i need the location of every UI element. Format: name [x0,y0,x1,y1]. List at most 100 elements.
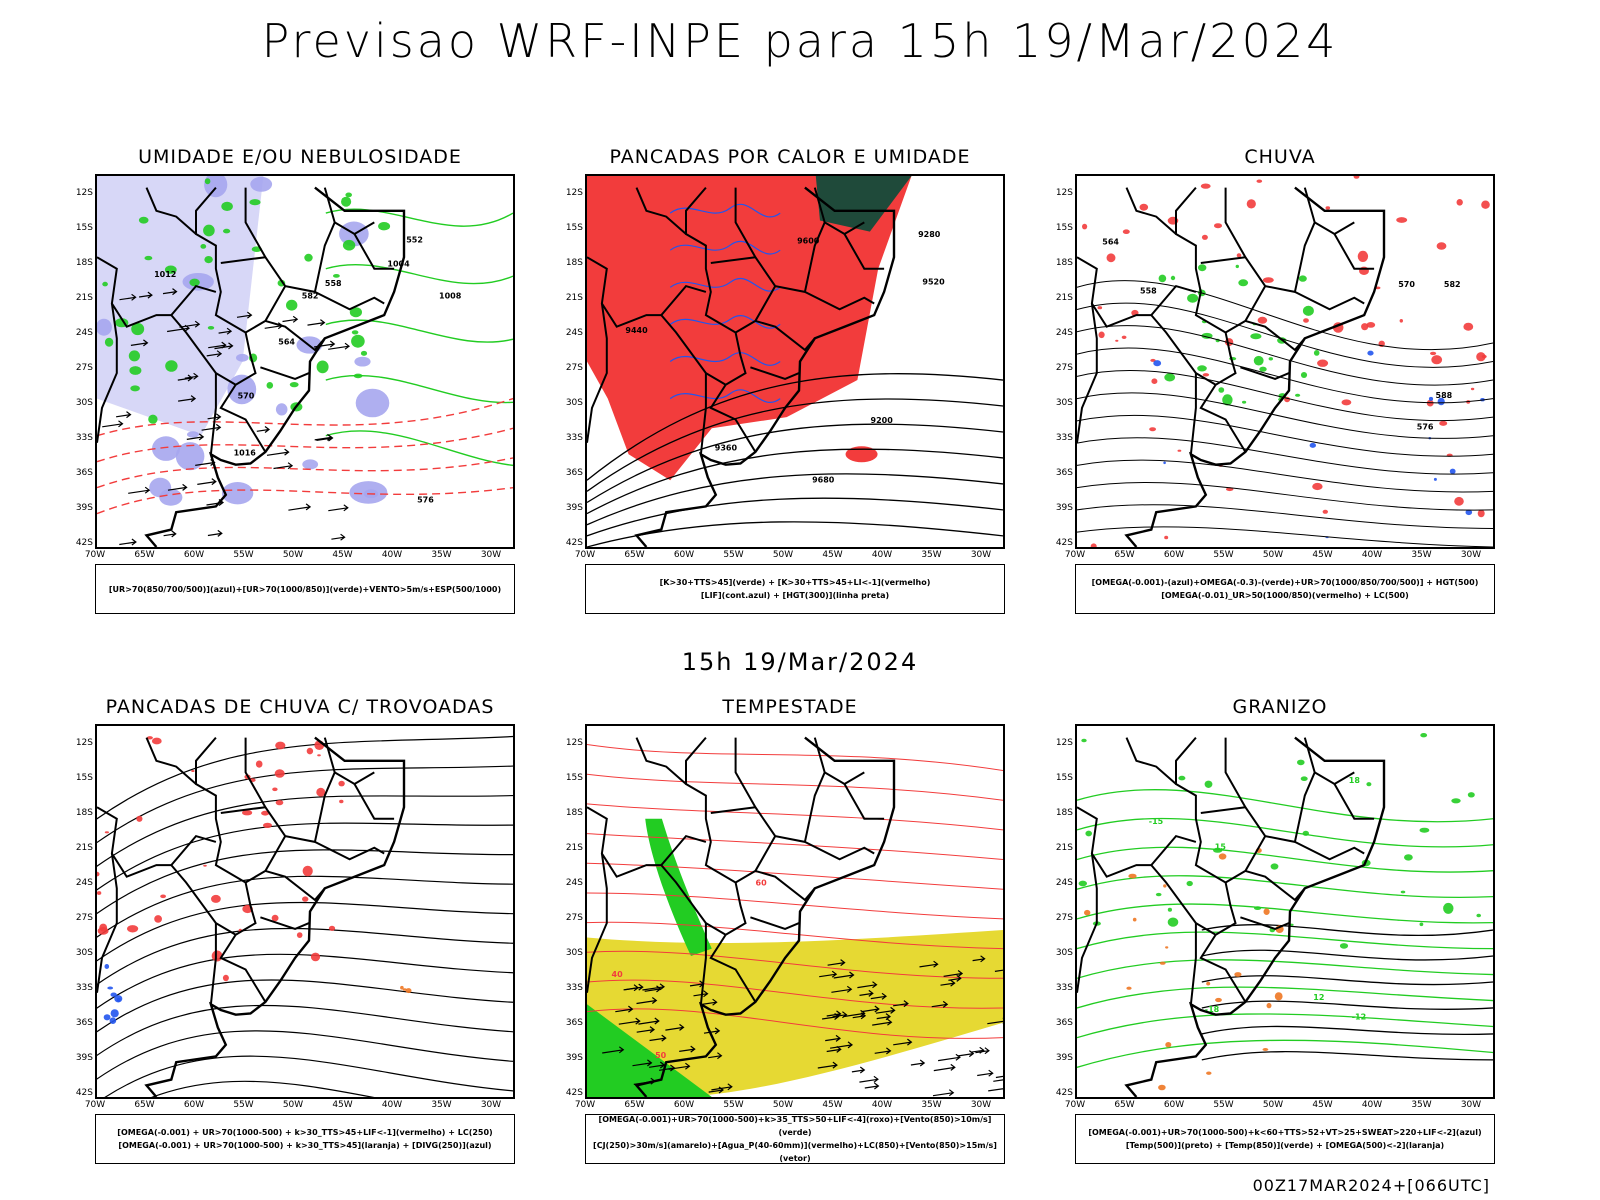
longitude-label: 55W [723,550,744,560]
panel-title: CHUVA [1244,146,1316,168]
omega-orange-patch [1159,961,1166,965]
storm-red-patch [203,864,207,867]
rain-green-patch [1187,293,1199,303]
longitude-label: 40W [1361,550,1383,560]
humidity-green-patch [104,337,114,347]
humidity-patch [275,403,288,416]
wind-vector [825,1034,841,1042]
wind-vector [919,960,939,968]
latitude-label: 39S [565,503,583,513]
contour-label: 1016 [234,449,257,458]
storm-red-patch [328,925,336,931]
wind-vector [932,1089,955,1097]
border-line [755,319,816,352]
coastline [144,186,406,547]
longitude-label: 65W [1114,1100,1135,1110]
rain-red-patch [1139,203,1149,211]
temp-green-patch [1204,780,1213,788]
wind-vector [893,1000,909,1008]
wind-vector [288,503,312,511]
latitude-label: 18S [565,258,583,268]
longitude-label: 50W [772,550,794,560]
rain-red-patch [1325,206,1331,210]
wind-vector [207,529,223,537]
wind-vector [328,342,350,350]
contour-label: 40 [612,970,624,979]
rain-red-patch [1470,387,1475,391]
contour-label: 15 [1215,842,1227,851]
border-line [314,291,385,311]
contour-label: 582 [1444,280,1461,289]
contour-label: 564 [1102,237,1119,246]
contour-label: 9200 [871,416,894,425]
wind-vector [819,970,838,978]
longitude-label: 55W [233,1100,254,1110]
border-line [1175,736,1247,1003]
temp-green-patch [1302,830,1309,836]
rain-red-patch [1201,234,1208,240]
temp-green-patch [1366,782,1372,787]
longitude-label: 60W [183,550,205,560]
contour-label: -18 [1205,1005,1220,1014]
border-line [587,303,608,443]
border-line [1077,806,1197,878]
rain-red-patch [1322,509,1328,514]
latitude-label: 30S [1055,398,1073,408]
longitude-label: 70W [84,550,106,560]
rain-red-patch [1439,420,1448,426]
wind-vector [708,1086,724,1094]
pwat-contour [587,950,1003,979]
rain-green-patch [1300,372,1308,378]
border-line [97,256,217,328]
hgt-contour [587,373,1003,481]
streamline [97,953,513,1009]
wind-vector [876,1013,891,1021]
rain-red-patch [1357,250,1369,262]
storm-orange-patch [405,988,412,994]
border-line [685,186,757,453]
wind-vector [644,985,662,993]
border-line [635,187,687,235]
legend-box: [UR>70(850/700/500)](azul)+[UR>70(1000/8… [95,564,515,614]
longitude-label: 35W [431,550,452,560]
temp-green-patch [1254,906,1262,910]
humidity-green-patch [304,253,313,262]
border-line [195,736,267,1003]
temp-green-patch [1085,830,1092,837]
humidity-patch [97,318,112,336]
rain-blue-patch [1465,509,1473,516]
border-line [804,841,875,861]
border-line [824,771,865,786]
longitude-label: 65W [624,550,645,560]
humidity-patch [187,431,199,438]
border-line [804,291,875,311]
latitude-label: 36S [1055,1018,1073,1028]
wind-vector [206,350,223,358]
wind-vector [186,433,205,441]
legend-line: [LIF](cont.azul) + [HGT(300)](linha pret… [700,591,890,600]
omega-orange-patch [1126,986,1132,990]
border-line [244,187,336,294]
contour-label: 588 [1436,391,1453,400]
temp-green-patch [1467,792,1475,798]
border-line [699,373,707,455]
rain-red-patch [1456,199,1463,206]
panel-title: TEMPESTADE [722,696,858,718]
border-line [1333,233,1375,270]
lif-contour [669,240,781,255]
wind-vector [893,1038,913,1046]
longitude-label: 50W [772,1100,794,1110]
longitude-label: 60W [1163,1100,1185,1110]
streamline [97,822,513,891]
border-line [195,186,267,453]
wind-vector [162,288,178,296]
wind-vector [703,1027,721,1035]
thickness-contour [97,457,513,489]
latitude-label: 18S [565,808,583,818]
temp500-contour [1201,1051,1493,1061]
green-contour [325,319,513,343]
contour-label: 570 [1398,280,1415,289]
longitude-label: 45W [1312,550,1333,560]
map-granizo: -12 -15 -18 12 15 18 [1075,724,1495,1099]
longitude-label: 70W [1064,1100,1086,1110]
